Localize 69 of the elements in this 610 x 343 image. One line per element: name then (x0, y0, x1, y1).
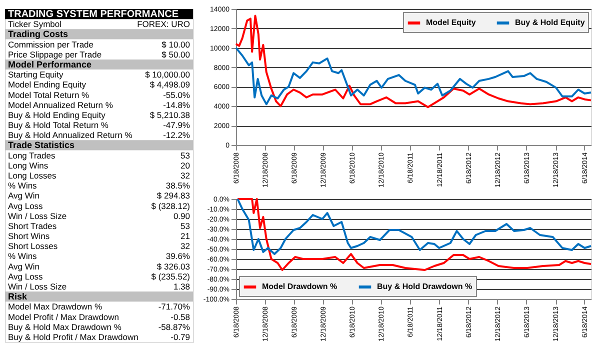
text: 53 (180, 150, 190, 160)
text: 20 (180, 160, 190, 170)
category-label: Long Losses (8, 170, 56, 180)
category-label: Buy & Hold Ending Equity (8, 110, 106, 120)
category-label: Avg Loss (8, 200, 43, 211)
text: $ (328.12) (151, 200, 190, 211)
category-label: Win / Loss Size (8, 210, 67, 221)
text: -14.8% (163, 100, 190, 110)
category-label: Commission per Trade (8, 39, 94, 50)
text: $ 5,210.38 (150, 110, 190, 120)
category-label: Ticker Symbol (8, 19, 62, 30)
category-label: Starting Equity (8, 70, 64, 80)
category-label: Avg Win (8, 190, 40, 201)
category-label: Long Trades (8, 150, 56, 160)
text: 0.90 (173, 210, 190, 221)
legend-label: Buy & Hold Equity (515, 18, 586, 27)
category-label: Risk (8, 292, 28, 302)
text: $ 10,000.00 (145, 70, 190, 80)
text: 32 (180, 170, 190, 180)
category-label: Buy & Hold Max Drawdown % (8, 322, 122, 332)
category-label: Trading Costs (8, 29, 68, 40)
text: $ 10.00 (162, 39, 190, 50)
category-label: Avg Loss (8, 271, 43, 282)
category-label: Model Performance (8, 60, 92, 70)
category-label: Price Slippage per Trade (8, 49, 102, 60)
category-label: Buy & Hold Annualized Return % (8, 130, 133, 140)
text: FOREX: URO (137, 19, 190, 30)
line-series (236, 198, 592, 271)
category-label: Buy & Hold Total Return % (8, 120, 109, 130)
text: -0.58 (170, 312, 190, 322)
line-series (236, 198, 592, 255)
text: 21 (180, 231, 190, 242)
category-label: Short Trades (8, 220, 57, 231)
text: $ 326.03 (156, 261, 190, 272)
text: -12.2% (163, 130, 190, 140)
legend-label: Buy & Hold Drawdown % (377, 282, 472, 291)
category-label: Long Wins (8, 160, 48, 170)
text: TRADING SYSTEM PERFORMANCE (8, 9, 179, 20)
category-label: Model Max Drawdown % (8, 302, 102, 312)
text: $ (235.52) (151, 271, 190, 282)
category-label: Win / Loss Size (8, 282, 67, 292)
category-label: % Wins (8, 251, 37, 262)
text: 38.5% (166, 180, 190, 191)
text: -55.0% (163, 90, 190, 100)
line-series (235, 14, 592, 108)
text: -71.70% (158, 302, 190, 312)
category-label: Buy & Hold Profit / Max Drawdown (8, 332, 139, 342)
category-label: Model Annualized Return % (8, 100, 114, 110)
category-label: Short Wins (8, 231, 50, 242)
category-label: Short Losses (8, 241, 58, 252)
text: 39.6% (166, 251, 190, 262)
category-label: Model Total Return % (8, 90, 90, 100)
text: -0.79 (170, 332, 190, 342)
text: 1.38 (173, 282, 190, 292)
legend-label: Model Drawdown % (262, 282, 338, 291)
category-label: Avg Win (8, 261, 40, 272)
line-series (235, 46, 592, 106)
text: $ 294.83 (156, 190, 190, 201)
text: 53 (180, 220, 190, 231)
text: $ 4,498.09 (150, 80, 190, 90)
category-label: Model Profit / Max Drawdown (8, 312, 120, 322)
category-label: Trade Statistics (8, 140, 75, 150)
text: -58.87% (158, 322, 190, 332)
text: 32 (180, 241, 190, 252)
category-label: Model Ending Equity (8, 80, 87, 90)
category-label: % Wins (8, 180, 37, 191)
text: $ 50.00 (162, 49, 190, 60)
text: -47.9% (163, 120, 190, 130)
legend-label: Model Equity (426, 18, 476, 27)
